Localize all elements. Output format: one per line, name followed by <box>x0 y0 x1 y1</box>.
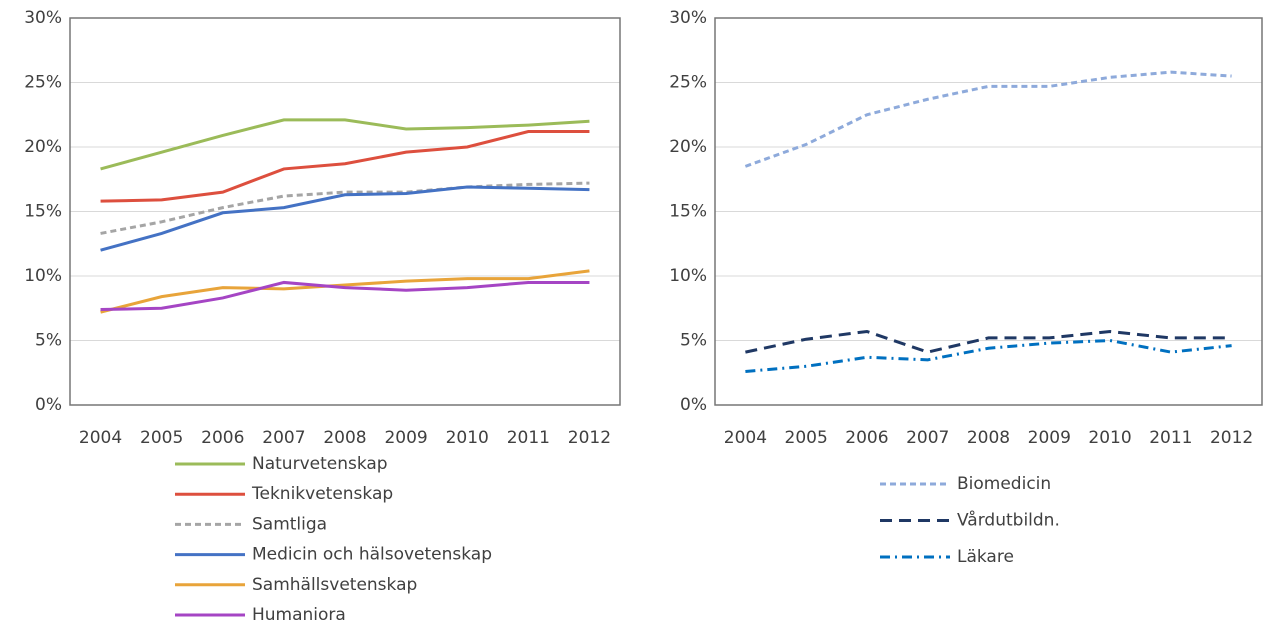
series-line <box>745 338 1232 373</box>
x-tick-label: 2009 <box>384 428 427 448</box>
y-tick-label: 0% <box>680 395 707 415</box>
series-line <box>100 130 590 203</box>
legend-label: Biomedicin <box>957 474 1051 494</box>
legend-label: Vårdutbildn. <box>957 510 1060 531</box>
y-tick-label: 15% <box>24 202 62 222</box>
x-tick-label: 2012 <box>568 428 611 448</box>
series-line <box>100 185 590 252</box>
legend-label: Medicin och hälsovetenskap <box>252 545 492 565</box>
x-tick-label: 2012 <box>1210 428 1253 448</box>
x-tick-label: 2011 <box>1149 428 1192 448</box>
y-tick-label: 15% <box>669 202 707 222</box>
x-tick-label: 2009 <box>1028 428 1071 448</box>
series-line <box>100 269 590 314</box>
y-tick-label: 30% <box>24 8 62 28</box>
series-line <box>100 280 590 312</box>
legend-label: Samhällsvetenskap <box>252 575 417 595</box>
x-tick-label: 2011 <box>507 428 550 448</box>
plot-frame <box>69 17 621 406</box>
y-tick-label: 5% <box>35 331 62 351</box>
series-line <box>744 70 1232 168</box>
y-tick-label: 20% <box>24 137 62 157</box>
y-tick-label: 5% <box>680 331 707 351</box>
y-tick-label: 30% <box>669 8 707 28</box>
x-tick-label: 2005 <box>785 428 828 448</box>
x-tick-label: 2008 <box>323 428 366 448</box>
y-tick-label: 25% <box>669 73 707 93</box>
x-tick-label: 2007 <box>906 428 949 448</box>
legend-label: Samtliga <box>252 514 327 534</box>
x-tick-label: 2005 <box>140 428 183 448</box>
y-tick-label: 25% <box>24 73 62 93</box>
x-tick-label: 2006 <box>201 428 244 448</box>
legend-label: Naturvetenskap <box>252 454 388 474</box>
series-line <box>100 181 590 235</box>
plot-frame <box>714 17 1263 406</box>
y-tick-label: 0% <box>35 395 62 415</box>
x-tick-label: 2007 <box>262 428 305 448</box>
x-tick-label: 2006 <box>845 428 888 448</box>
y-tick-label: 10% <box>669 266 707 286</box>
legend-label: Humaniora <box>252 605 346 625</box>
x-tick-label: 2004 <box>79 428 122 448</box>
legend-label: Läkare <box>957 547 1014 567</box>
x-tick-label: 2004 <box>724 428 767 448</box>
y-tick-label: 20% <box>669 137 707 157</box>
legend-label: Teknikvetenskap <box>251 484 393 504</box>
y-tick-label: 10% <box>24 266 62 286</box>
x-tick-label: 2008 <box>967 428 1010 448</box>
series-line <box>745 329 1232 354</box>
series-line <box>100 118 590 171</box>
x-tick-label: 2010 <box>1088 428 1131 448</box>
x-tick-label: 2010 <box>446 428 489 448</box>
